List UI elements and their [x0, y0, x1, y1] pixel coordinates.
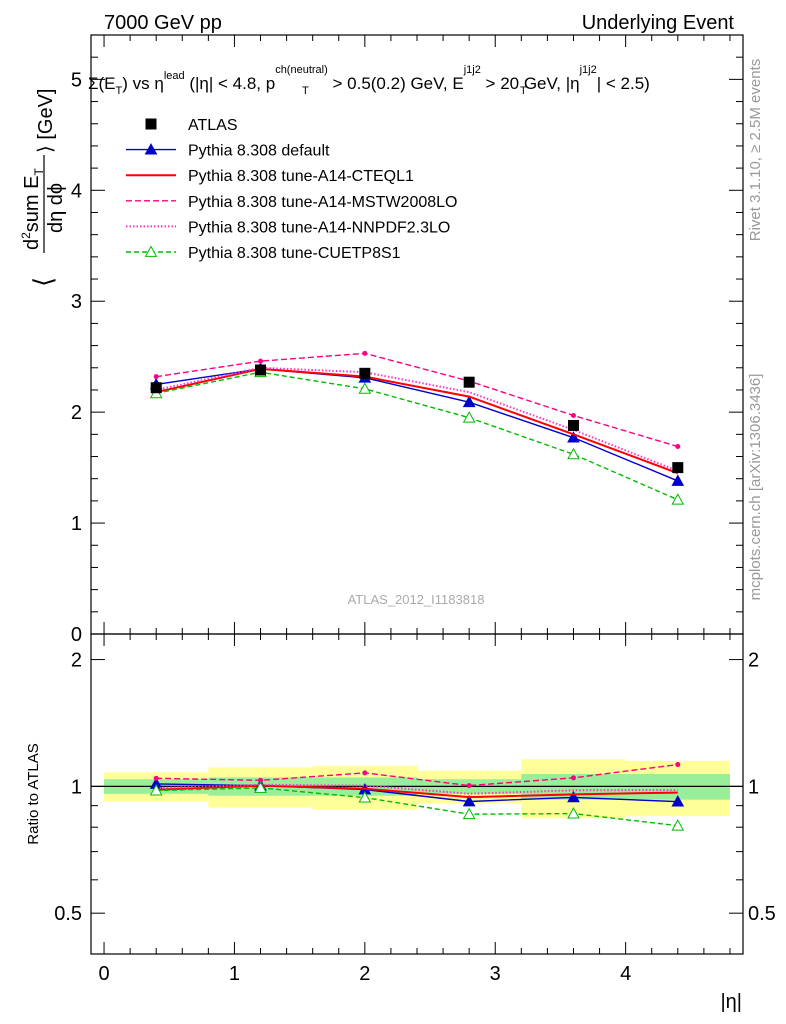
- legend-label: Pythia 8.308 default: [188, 143, 330, 160]
- legend-label: Pythia 8.308 tune-A14-CTEQL1: [188, 168, 414, 185]
- series-point-main-4: [462, 411, 476, 423]
- legend-entry: Pythia 8.308 tune-A14-CTEQL1: [126, 168, 414, 185]
- y-tick-label-main: 2: [71, 402, 82, 424]
- title-sub-et: T: [520, 85, 527, 97]
- atlas-data-point: [150, 382, 162, 394]
- y-tick-label-main: 1: [71, 513, 82, 535]
- rivet-version-text: Rivet 3.1.10, ≥ 2.5M events: [747, 59, 764, 242]
- ylabel-numerator: d2sum ET: [19, 168, 46, 251]
- series-point-main-2: [362, 350, 368, 356]
- series-point-ratio-2: [675, 762, 681, 768]
- y-tick-label-main: 0: [71, 624, 82, 646]
- series-point-ratio-4: [358, 791, 372, 803]
- legend-marker: [144, 245, 158, 257]
- plot-title: Σ(ET) vs ηlead (|η| < 4.8, pch(neutral) …: [88, 64, 650, 97]
- legend-marker: [144, 143, 158, 155]
- series-line-main-4: [156, 371, 679, 501]
- main-series: [149, 350, 685, 505]
- series-point-main-4: [567, 447, 580, 460]
- series-point-ratio-2: [362, 770, 368, 776]
- y-tick-label-ratio-right: 2: [748, 650, 759, 672]
- legend-entry: Pythia 8.308 tune-A14-NNPDF2.3LO: [126, 219, 450, 236]
- series-line-main-1: [155, 367, 679, 475]
- atlas-data-point: [255, 364, 267, 376]
- series-point-main-0: [671, 474, 685, 486]
- series-point-ratio-4: [567, 807, 580, 819]
- legend-label: ATLAS: [188, 117, 238, 134]
- series-point-main-2: [153, 374, 159, 380]
- ratio-series: [149, 762, 685, 831]
- legend-entry: Pythia 8.308 tune-A14-MSTW2008LO: [126, 194, 457, 211]
- series-point-main-2: [258, 358, 264, 364]
- series-point-ratio-2: [153, 775, 159, 781]
- series-point-main-2: [570, 412, 576, 418]
- x-tick-label: 3: [490, 963, 501, 985]
- series-point-main-0: [567, 431, 580, 443]
- header-left: 7000 GeV pp: [104, 12, 222, 34]
- series-point-ratio-0: [462, 794, 476, 807]
- y-axis-label-main: ⟨ d2sum ET dη dϕ ⟩ [GeV]: [19, 89, 67, 288]
- series-line-main-2: [156, 352, 678, 448]
- header-right: Underlying Event: [582, 12, 735, 34]
- y-tick-label-main: 4: [71, 180, 82, 202]
- series-point-ratio-2: [466, 783, 472, 789]
- legend-marker: [145, 118, 157, 130]
- series-point-ratio-2: [258, 777, 264, 783]
- x-tick-label: 1: [229, 963, 240, 985]
- series-point-ratio-4: [671, 819, 685, 831]
- mcplots-source-text: mcplots.cern.ch [arXiv:1306.3436]: [747, 374, 764, 601]
- axes-ticks: 0 1 2 3 4 0 1 2 3 4 5 0.5 0.5 1 1 2 2: [54, 35, 776, 985]
- series-line-ratio-4: [156, 787, 678, 827]
- series-point-ratio-0: [671, 795, 685, 807]
- x-axis-label: |η|: [720, 991, 742, 1013]
- y-tick-label-ratio-left: 1: [71, 776, 82, 798]
- series-point-ratio-4: [149, 784, 163, 796]
- legend-label: Pythia 8.308 tune-A14-NNPDF2.3LO: [188, 219, 450, 236]
- y-tick-label-ratio-right: 0.5: [748, 903, 776, 925]
- series-point-main-2: [675, 444, 681, 450]
- svg-text:⟨: ⟨: [28, 277, 58, 287]
- legend: ATLAS Pythia 8.308 default Pythia 8.308 tu…: [126, 117, 457, 262]
- y-tick-label-main: 5: [71, 69, 82, 91]
- series-point-main-4: [671, 493, 685, 505]
- series-line-ratio-3: [156, 783, 678, 795]
- ylabel-suffix: ⟩ [GeV]: [35, 89, 57, 154]
- series-point-main-4: [358, 382, 372, 394]
- y-tick-label-ratio-left: 0.5: [54, 903, 82, 925]
- series-point-ratio-4: [462, 807, 476, 820]
- series-point-main-0: [462, 395, 476, 408]
- legend-entry: Pythia 8.308 tune-CUETP8S1: [126, 245, 401, 262]
- ylabel-denominator: dη dϕ: [45, 183, 67, 233]
- series-line-ratio-2: [156, 763, 678, 787]
- x-tick-label: 4: [620, 963, 631, 985]
- y-tick-label-ratio-right: 1: [748, 776, 759, 798]
- atlas-data-point: [463, 376, 475, 388]
- atlas-data-point: [359, 367, 371, 379]
- analysis-watermark: ATLAS_2012_I1183818: [348, 592, 485, 607]
- atlas-data-point: [672, 462, 684, 474]
- series-point-ratio-0: [567, 790, 580, 803]
- x-tick-label: 0: [98, 963, 109, 985]
- series-point-ratio-2: [570, 775, 576, 781]
- title-sub-pt: T: [302, 85, 309, 97]
- legend-label: Pythia 8.308 tune-A14-MSTW2008LO: [188, 194, 457, 211]
- legend-entry: ATLAS: [145, 117, 238, 134]
- series-line-main-3: [155, 366, 679, 472]
- atlas-data-point: [567, 419, 579, 431]
- legend-label: Pythia 8.308 tune-CUETP8S1: [188, 245, 401, 262]
- y-tick-label-main: 3: [71, 291, 82, 313]
- x-tick-label: 2: [359, 963, 370, 985]
- series-line-ratio-1: [156, 784, 678, 799]
- legend-entry: Pythia 8.308 default: [126, 143, 330, 160]
- y-tick-label-ratio-left: 2: [71, 650, 82, 672]
- series-point-ratio-4: [254, 781, 267, 793]
- y-axis-label-ratio: Ratio to ATLAS: [25, 743, 42, 844]
